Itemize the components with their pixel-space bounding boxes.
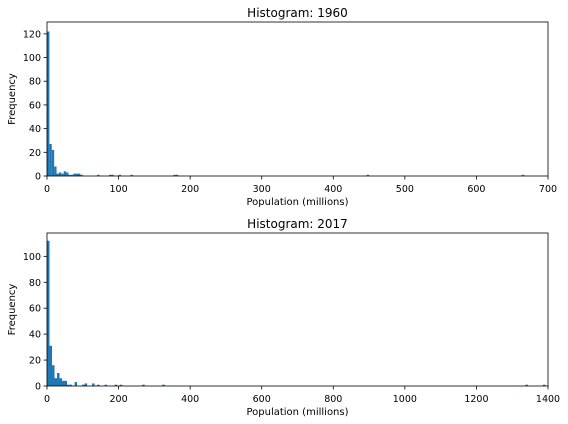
histogram-bar: [366, 174, 370, 176]
y-tick-label: 100: [23, 53, 41, 64]
histogram-bar: [78, 173, 81, 176]
y-axis-label: Frequency: [7, 73, 18, 125]
histogram-bar: [51, 149, 55, 176]
histogram-bar: [63, 171, 67, 176]
histogram-bar: [118, 174, 121, 176]
y-tick-label: 60: [29, 100, 41, 111]
histogram-bar: [74, 382, 78, 386]
histogram-bar: [162, 384, 165, 386]
x-tick-label: 600: [467, 184, 485, 195]
histogram-bar: [82, 384, 85, 386]
y-tick-label: 40: [29, 124, 41, 135]
histogram-bar: [54, 166, 57, 176]
y-tick-label: 80: [29, 77, 41, 88]
x-tick-label: 800: [324, 394, 342, 405]
plot-frame: [46, 21, 549, 177]
histogram-bar: [114, 384, 118, 386]
histogram-bar: [84, 383, 88, 386]
histogram-bar: [52, 365, 55, 386]
x-tick-label: 1200: [464, 394, 488, 405]
x-tick-label: 700: [539, 184, 557, 195]
histogram-bar: [119, 384, 123, 386]
x-tick-label: 600: [253, 394, 271, 405]
x-tick-label: 200: [110, 394, 128, 405]
histogram-bar: [54, 378, 58, 386]
histogram-bar: [67, 384, 70, 386]
histogram-bar: [62, 380, 65, 386]
histogram-bar: [66, 172, 69, 176]
y-axis-label: Frequency: [7, 284, 18, 336]
histogram-bar: [521, 174, 525, 176]
y-tick-label: 120: [23, 29, 41, 40]
y-tick-label: 100: [23, 252, 41, 263]
y-tick-label: 0: [35, 382, 41, 393]
y-tick-label: 20: [29, 148, 41, 159]
histogram-bar: [59, 378, 63, 386]
histogram-bar: [173, 174, 176, 176]
histogram-bar: [49, 144, 52, 176]
x-tick-label: 200: [181, 184, 199, 195]
x-axis-label: Population (millions): [246, 407, 348, 418]
x-tick-label: 400: [324, 184, 342, 195]
histogram-bar: [58, 172, 62, 176]
x-tick-label: 300: [253, 184, 271, 195]
y-tick-label: 80: [29, 278, 41, 289]
histogram-bar: [111, 174, 114, 176]
x-tick-label: 0: [44, 184, 50, 195]
y-tick-label: 60: [29, 304, 41, 315]
x-tick-label: 0: [44, 394, 50, 405]
histogram-bar: [64, 380, 68, 386]
histogram-bar: [92, 383, 95, 386]
histogram-bar: [68, 174, 71, 176]
histogram-bar: [97, 174, 100, 176]
y-tick-label: 0: [35, 172, 41, 183]
histogram-bar: [73, 173, 76, 176]
histogram-bar: [97, 384, 100, 386]
histogram-panel-1: 0 200 400 600 800 1000 1200 1400 0 20 40 60 80 100 His…: [7, 217, 560, 418]
histogram-panel-0: 0 100 200 300 400 500 600 700 0 20 40 60 80 100 120 His…: [7, 6, 557, 208]
x-tick-label: 400: [181, 394, 199, 405]
x-axis-label: Population (millions): [246, 197, 348, 208]
histogram-bar: [104, 384, 108, 386]
histogram-bar: [175, 174, 179, 176]
chart-title: Histogram: 1960: [247, 6, 348, 20]
x-tick-label: 100: [110, 184, 128, 195]
histogram-bar: [47, 31, 50, 177]
histogram-bar: [75, 173, 79, 176]
histogram-bar: [542, 384, 546, 386]
histogram-bar: [56, 173, 59, 176]
y-tick-label: 40: [29, 330, 41, 341]
histogram-bar: [61, 173, 64, 176]
histogram-bar: [525, 384, 528, 386]
x-tick-label: 500: [396, 184, 414, 195]
x-tick-label: 1400: [536, 394, 560, 405]
histogram-bar: [80, 174, 83, 176]
histogram-bar: [130, 174, 133, 176]
histogram-bar: [57, 373, 60, 386]
histogram-bar: [69, 384, 73, 386]
histogram-bar: [142, 384, 145, 386]
chart-title: Histogram: 2017: [247, 217, 348, 231]
y-tick-label: 20: [29, 356, 41, 367]
histogram-bar: [109, 174, 112, 176]
histogram-bar: [49, 345, 53, 386]
plot-frame: [46, 232, 549, 387]
histogram-bar: [70, 174, 74, 176]
histogram-bar: [47, 240, 50, 386]
x-tick-label: 1000: [393, 394, 417, 405]
